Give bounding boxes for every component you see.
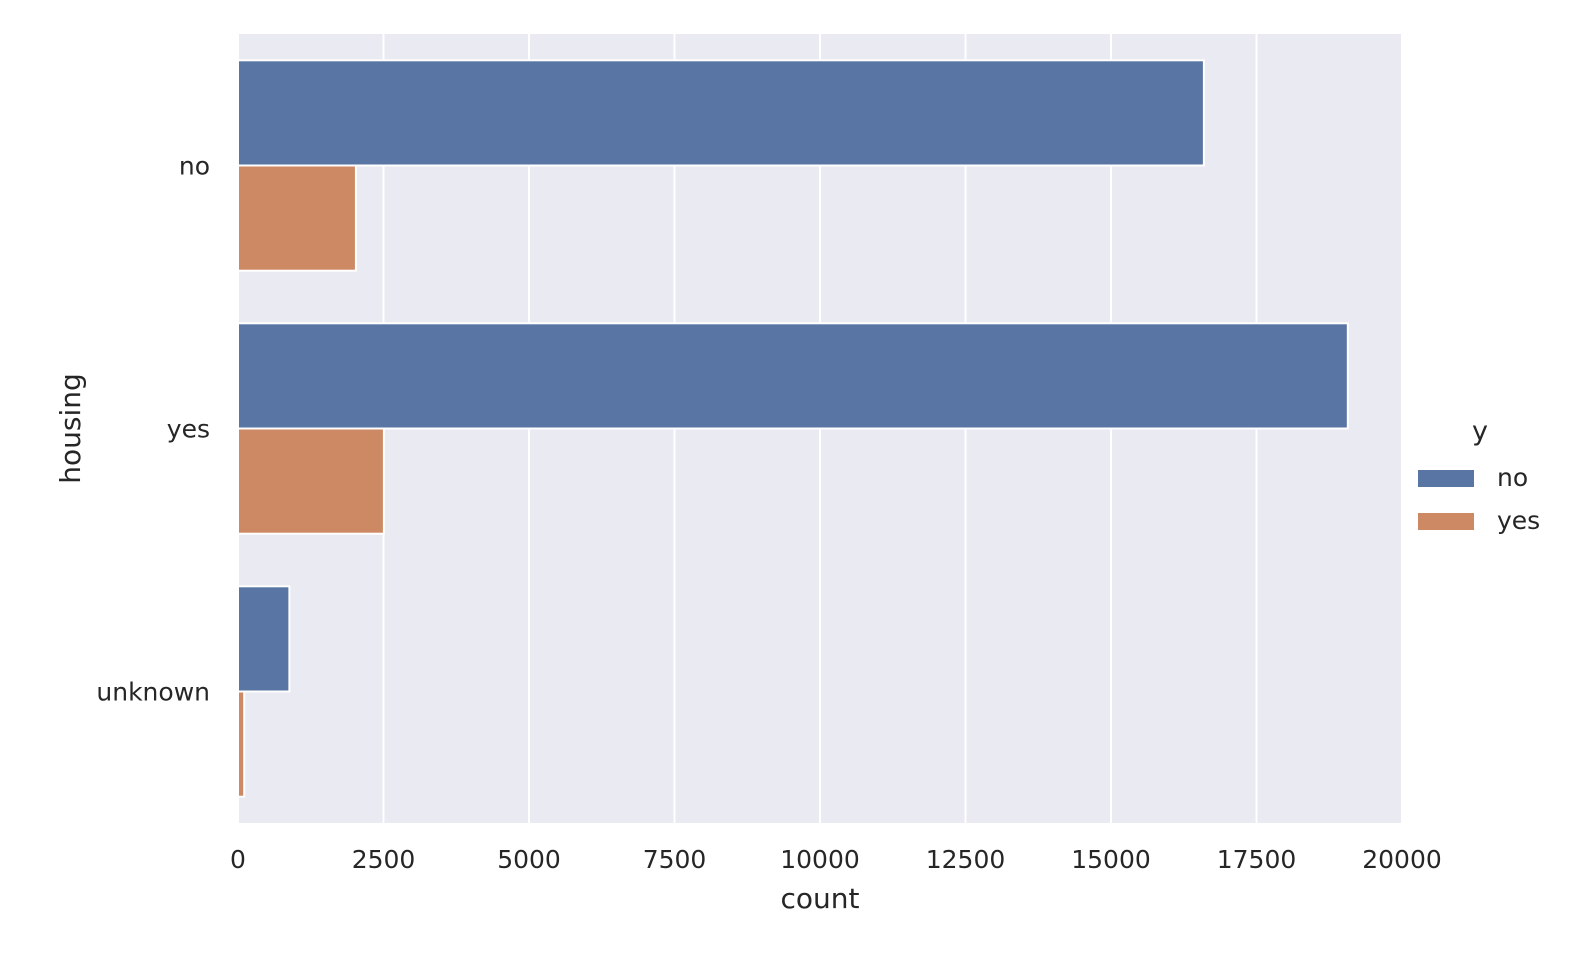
bar-yes-no (237, 322, 1349, 430)
y-tick-label: yes (167, 415, 210, 444)
legend-label-yes: yes (1497, 506, 1540, 535)
bar-no-no (237, 59, 1205, 167)
bar-unknown-yes (237, 690, 246, 798)
x-tick-label: 20000 (1362, 845, 1442, 874)
x-tick-label: 2500 (352, 845, 416, 874)
y-tick-label: no (179, 152, 210, 181)
x-tick-label: 5000 (497, 845, 561, 874)
legend-label-no: no (1497, 463, 1528, 492)
legend: y no yes (1418, 416, 1540, 535)
x-axis-title: count (781, 882, 860, 915)
y-tick-labels: no yes unknown (96, 152, 210, 707)
bar-yes-yes (237, 427, 385, 535)
bar-unknown-no (237, 585, 291, 693)
bars (237, 59, 1349, 798)
legend-swatch-no (1418, 470, 1474, 487)
bar-no-yes (237, 164, 357, 272)
y-axis-title: housing (54, 373, 87, 484)
legend-swatch-yes (1418, 513, 1474, 530)
legend-title: y (1472, 416, 1488, 447)
x-tick-label: 0 (230, 845, 246, 874)
x-tick-label: 7500 (643, 845, 707, 874)
x-tick-label: 17500 (1217, 845, 1297, 874)
y-tick-label: unknown (96, 678, 210, 707)
x-tick-labels: 0 2500 5000 7500 10000 12500 15000 17500 20000 (230, 845, 1442, 874)
x-tick-label: 10000 (780, 845, 860, 874)
x-tick-label: 15000 (1071, 845, 1151, 874)
x-tick-label: 12500 (926, 845, 1006, 874)
